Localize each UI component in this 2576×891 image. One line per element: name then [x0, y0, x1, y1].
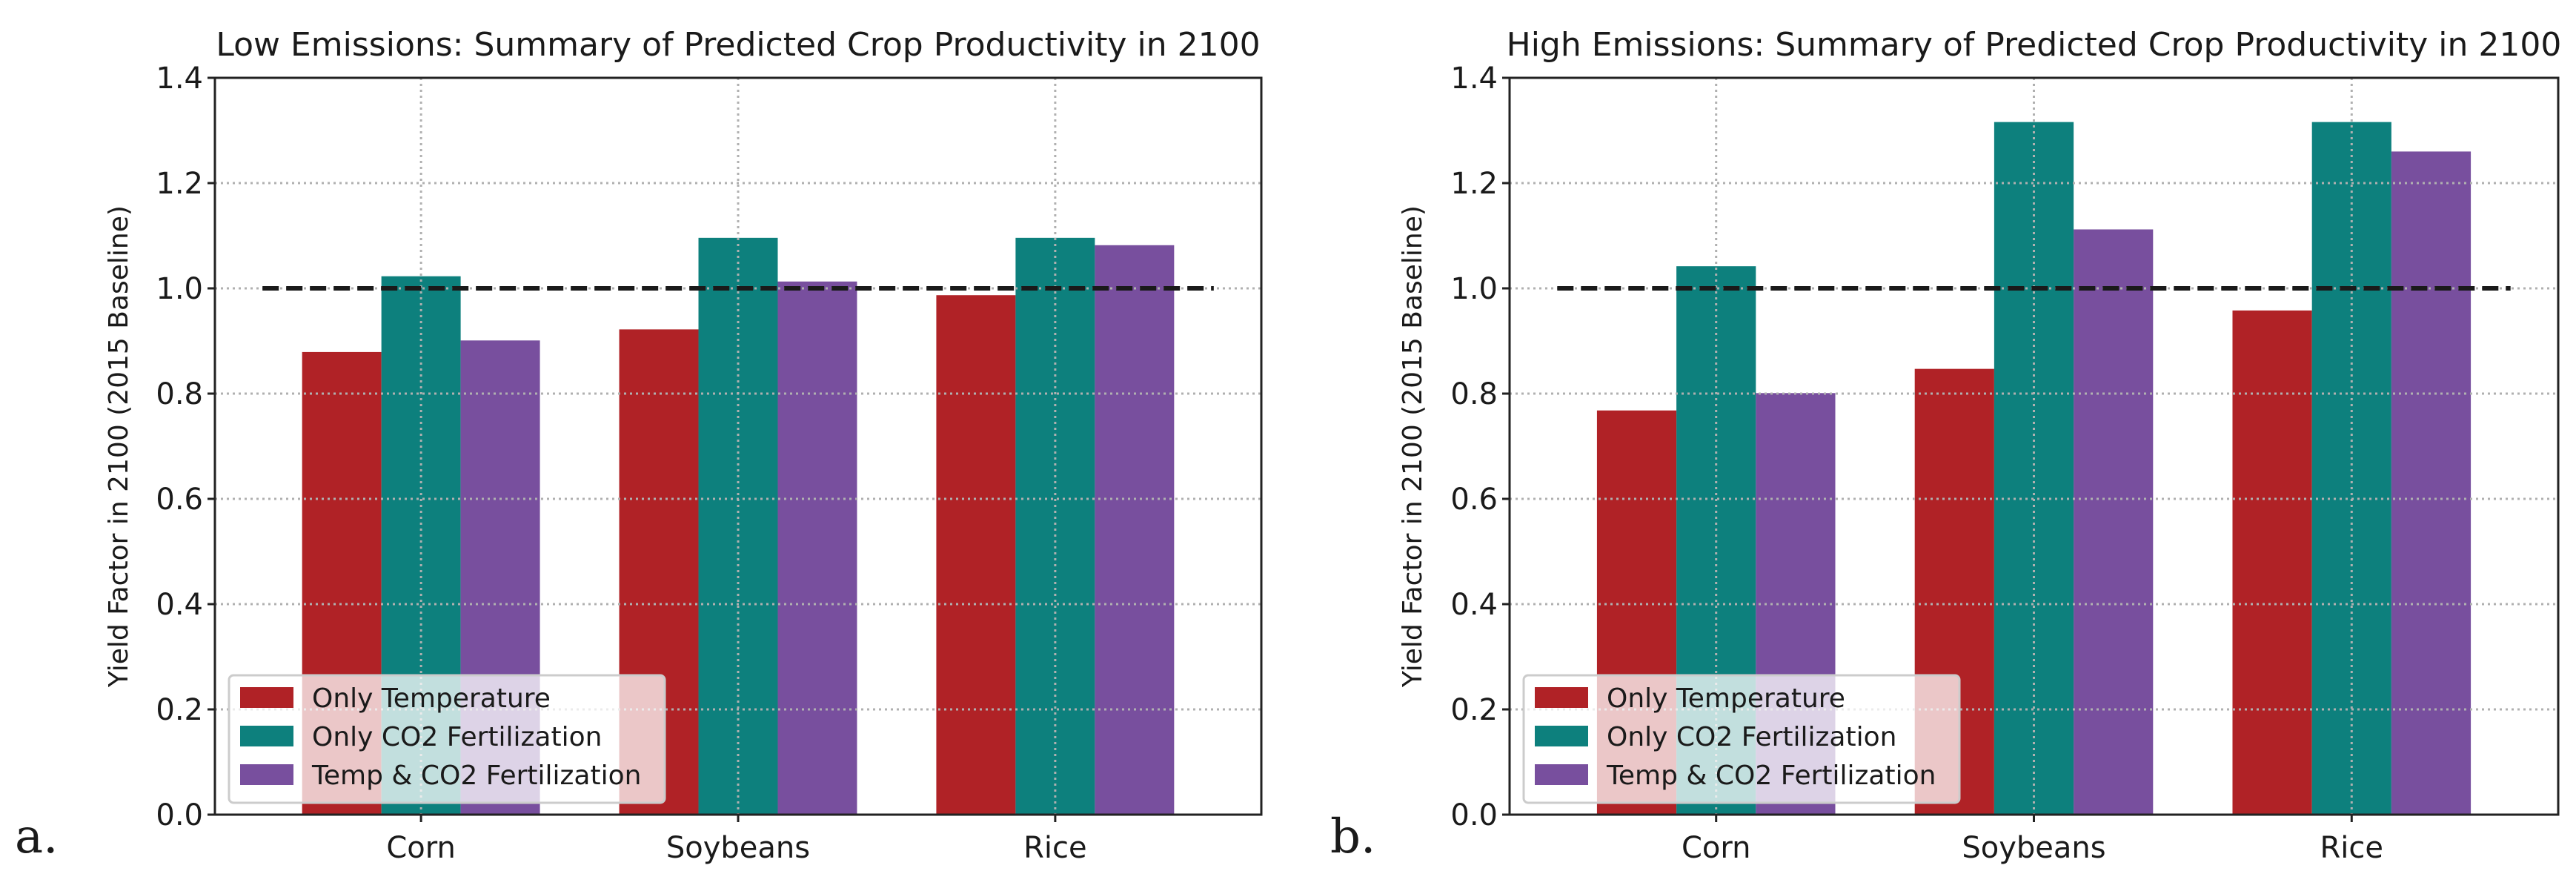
panel-a-low-emissions: 0.0 0.2 0.4 0.6 0.8 1.0 1.2 1.4 Corn Soybeans Rice… [15, 26, 1263, 865]
y-tick-label: 1.4 [1450, 62, 1498, 96]
legend-swatch [240, 764, 293, 785]
bar-soybeans-series-1 [1994, 122, 2074, 815]
panel-letter: a. [15, 809, 59, 864]
y-tick-label: 1.2 [1450, 167, 1498, 201]
y-tick-label: 0.0 [1450, 798, 1498, 832]
chart-title: High Emissions: Summary of Predicted Cro… [1507, 26, 2562, 64]
legend-swatch [1535, 726, 1588, 746]
chart-title: Low Emissions: Summary of Predicted Crop… [216, 26, 1260, 64]
legend-label: Only Temperature [1607, 683, 1845, 714]
axes-frame [213, 76, 1263, 816]
legend-swatch [1535, 687, 1588, 708]
y-axis-label: Yield Factor in 2100 (2015 Baseline) [1398, 205, 1428, 688]
bar-rice-series-1 [2311, 122, 2391, 815]
legend-label: Temp & CO2 Fertilization [1606, 761, 1936, 791]
y-tick-label: 0.8 [156, 377, 203, 411]
bar-soybeans-series-2 [777, 281, 857, 815]
legend-swatch [240, 687, 293, 708]
y-tick-label: 0.2 [1450, 693, 1498, 727]
y-tick-label: 0.0 [156, 798, 203, 832]
y-tick-label: 0.4 [156, 588, 203, 622]
bar-rice-series-0 [936, 295, 1016, 815]
legend-swatch [1535, 764, 1588, 785]
y-tick-label: 0.2 [156, 693, 203, 727]
legend: Only Temperature Only CO2 Fertilization Te… [228, 674, 666, 804]
panel-b-high-emissions: 0.0 0.2 0.4 0.6 0.8 1.0 1.2 1.4 Corn Soybeans Rice… [1330, 26, 2561, 865]
legend-label: Only CO2 Fertilization [312, 722, 602, 752]
bar-rice-series-2 [2391, 151, 2472, 815]
x-tick-label: Soybeans [1962, 831, 2105, 865]
bar-soybeans-series-2 [2074, 229, 2154, 815]
y-tick-label: 0.4 [1450, 588, 1498, 622]
legend-label: Only CO2 Fertilization [1607, 722, 1896, 752]
legend-label: Temp & CO2 Fertilization [311, 761, 641, 791]
bar-rice-series-2 [1095, 245, 1175, 815]
axes-frame [1508, 76, 2560, 816]
legend-label: Only Temperature [312, 683, 551, 714]
panel-letter: b. [1330, 809, 1375, 864]
legend-box [228, 674, 666, 804]
y-tick-label: 1.0 [1450, 272, 1498, 306]
legend: Only Temperature Only CO2 Fertilization Te… [1522, 674, 1961, 804]
y-tick-label: 0.8 [1450, 377, 1498, 411]
y-tick-label: 1.0 [156, 272, 203, 306]
legend-swatch [240, 726, 293, 746]
y-tick-label: 0.6 [1450, 483, 1498, 517]
bar-rice-series-0 [2232, 310, 2312, 815]
legend-box [1522, 674, 1961, 804]
x-tick-label: Corn [386, 831, 456, 865]
y-tick-label: 1.2 [156, 167, 203, 201]
x-tick-label: Rice [1023, 831, 1087, 865]
bar-soybeans-series-1 [698, 237, 778, 815]
y-tick-label: 0.6 [156, 483, 203, 517]
x-tick-label: Rice [2320, 831, 2384, 865]
x-tick-label: Soybeans [666, 831, 810, 865]
x-tick-label: Corn [1682, 831, 1751, 865]
y-axis-label: Yield Factor in 2100 (2015 Baseline) [104, 205, 134, 688]
bar-rice-series-1 [1015, 237, 1095, 815]
y-tick-label: 1.4 [156, 62, 203, 96]
